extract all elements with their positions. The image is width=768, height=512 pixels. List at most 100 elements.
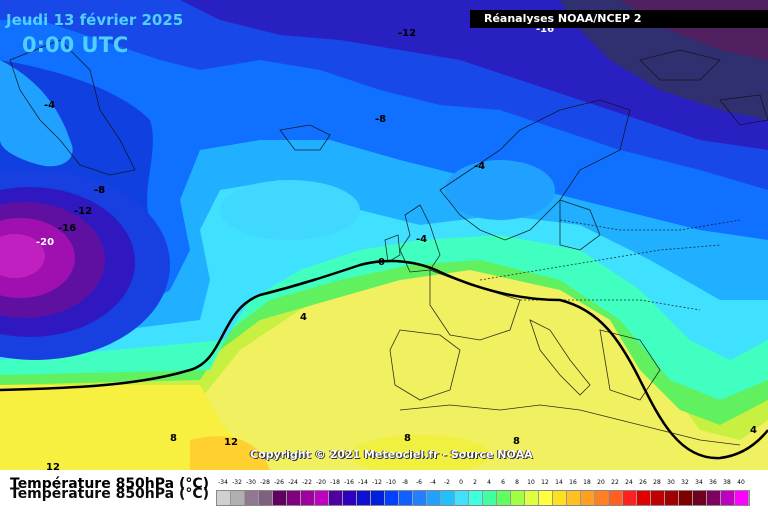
contour-label: -8 [375,114,386,125]
legend-tick-label: 36 [709,479,717,486]
contour-label: 8 [170,433,177,444]
legend-swatch [231,491,245,505]
legend-tick-label: -2 [444,479,450,486]
contour-label: -16 [58,223,76,234]
legend-tick-label: 22 [611,479,619,486]
legend-tick-label: 4 [487,479,491,486]
legend-tick-label: -30 [246,479,256,486]
legend-tick-label: 32 [681,479,689,486]
copyright-notice: Copyright © 2021 Meteociel.fr - Source N… [250,448,533,461]
warm-pool-south [350,435,490,470]
legend-tick-label: 2 [473,479,477,486]
legend-swatch [679,491,693,505]
contour-label: 8 [513,436,520,447]
legend-swatch [721,491,735,505]
legend-tick-label: 28 [653,479,661,486]
band-orange-sw [190,436,270,470]
legend-swatch [371,491,385,505]
legend-tick-label: -34 [218,479,228,486]
legend-swatch [399,491,413,505]
baltic-coast [559,199,601,251]
color-legend: Température 850hPa (°C) Température 850h… [0,470,768,512]
africa-coast [399,404,741,446]
legend-swatch [385,491,399,505]
legend-swatch [469,491,483,505]
legend-tick-label: 10 [527,479,535,486]
legend-swatch [273,491,287,505]
legend-swatch [329,491,343,505]
legend-swatch [511,491,525,505]
balkans-coast [599,329,661,401]
legend-tick-label: 14 [555,479,563,486]
legend-ticks: -34 -32 -30 -28 -26 -24 -22 -20 -18 -16 -14 -12 -10-… [216,479,748,489]
iceland-coast [279,124,331,151]
source-label: Réanalyses NOAA/NCEP 2 [470,10,768,28]
contour-label: -4 [474,161,485,172]
legend-tick-label: -20 [316,479,326,486]
legend-tick-label: 0 [459,479,463,486]
temperature-map: -12 -16 -4 -8 -8 -4 -8 -12 -16 -20 -4 0 … [0,0,768,470]
north-sea-cold-pool [445,160,555,220]
legend-tick-label: -12 [372,479,382,486]
contour-label: 4 [750,425,757,436]
contour-label: -4 [416,234,427,245]
legend-tick-label: 30 [667,479,675,486]
legend-tick-label: -10 [386,479,396,486]
iberia-coast [389,329,461,401]
contour-label: -20 [36,237,54,248]
arctic-islands [639,49,768,126]
legend-tick-label: -16 [344,479,354,486]
legend-swatch [581,491,595,505]
legend-tick-label: -8 [402,479,408,486]
contour-label: -8 [94,185,105,196]
legend-tick-label: -22 [302,479,312,486]
greenland-tongue [0,60,73,167]
legend-swatch [553,491,567,505]
legend-tick-label: -6 [416,479,422,486]
legend-swatch [483,491,497,505]
legend-swatch [539,491,553,505]
legend-tick-label: 6 [501,479,505,486]
legend-swatch [609,491,623,505]
norway-coast [439,99,631,241]
legend-swatch [637,491,651,505]
contour-label: 12 [46,462,60,470]
legend-swatch [315,491,329,505]
legend-swatch [665,491,679,505]
legend-title-shadow: Température 850hPa (°C) [10,486,210,502]
legend-swatch [623,491,637,505]
legend-tick-label: 16 [569,479,577,486]
legend-color-bar [216,490,750,506]
ireland-coast [384,234,401,263]
legend-swatch [525,491,539,505]
legend-swatch [707,491,721,505]
legend-swatch [735,491,749,505]
contour-label: -4 [44,100,55,111]
contour-labels: -12 -16 -4 -8 -8 -4 -8 -12 -16 -20 -4 0 … [36,24,757,470]
legend-swatch [287,491,301,505]
legend-swatch [217,491,231,505]
date-title: Jeudi 13 février 2025 [6,11,184,29]
legend-swatch [455,491,469,505]
contour-label: -16 [536,24,554,35]
greenland-coast [9,39,136,176]
freezing-line [0,259,768,460]
legend-tick-label: 20 [597,479,605,486]
contour-label: 4 [300,312,307,323]
legend-swatch [595,491,609,505]
legend-swatch [567,491,581,505]
contour-label: -12 [398,28,416,39]
legend-swatch [441,491,455,505]
contour-label: 12 [224,437,238,448]
contour-label: 0 [378,257,385,268]
legend-tick-label: -14 [358,479,368,486]
legend-tick-label: 38 [723,479,731,486]
contour-label: -8 [94,185,105,196]
legend-title: Température 850hPa (°C) [10,476,210,492]
legend-tick-label: 12 [541,479,549,486]
legend-tick-label: -28 [260,479,270,486]
legend-swatch [245,491,259,505]
legend-tick-label: -32 [232,479,242,486]
legend-swatch [651,491,665,505]
legend-swatch [259,491,273,505]
